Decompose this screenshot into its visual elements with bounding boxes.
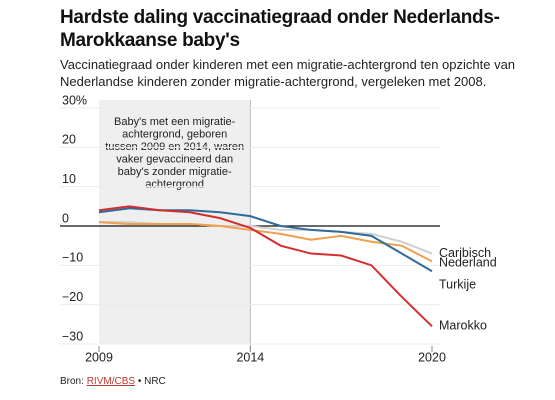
series-label: Caribisch [439, 246, 491, 260]
chart-subtitle: Vaccinatiegraad onder kinderen met een m… [60, 57, 516, 89]
source-link[interactable]: RIVM/CBS [86, 376, 136, 387]
annotation: vaker gevaccineerd dan [116, 153, 233, 165]
source: Bron: RIVM/CBS • NRC [60, 376, 166, 387]
x-tick-label: 2014 [236, 350, 264, 364]
annotation: achtergrond [145, 178, 204, 190]
y-tick-label: 20 [62, 133, 76, 147]
annotation: achtergrond, geboren [122, 128, 227, 140]
y-tick-label: −10 [62, 251, 83, 265]
source-suffix: • NRC [137, 376, 166, 387]
series-label: Turkije [439, 278, 476, 292]
chart-title: Hardste daling vaccinatiegraad onder Ned… [60, 7, 500, 51]
annotation: baby's zonder migratie- [118, 166, 232, 178]
series-label: Marokko [439, 319, 487, 333]
y-tick-label: −30 [62, 329, 83, 343]
x-tick-label: 2009 [85, 350, 113, 364]
series-line [98, 205, 433, 328]
annotation: Baby's met een migratie- [114, 116, 236, 128]
series-line [98, 221, 433, 263]
y-tick-label: 10 [62, 172, 76, 186]
y-tick-label: 0 [62, 211, 69, 225]
series-label: Nederland [439, 256, 497, 270]
y-tick-label: −20 [62, 290, 83, 304]
y-tick-label: 30% [62, 93, 87, 107]
x-tick-label: 2020 [418, 350, 446, 364]
source-prefix: Bron: [60, 376, 84, 387]
